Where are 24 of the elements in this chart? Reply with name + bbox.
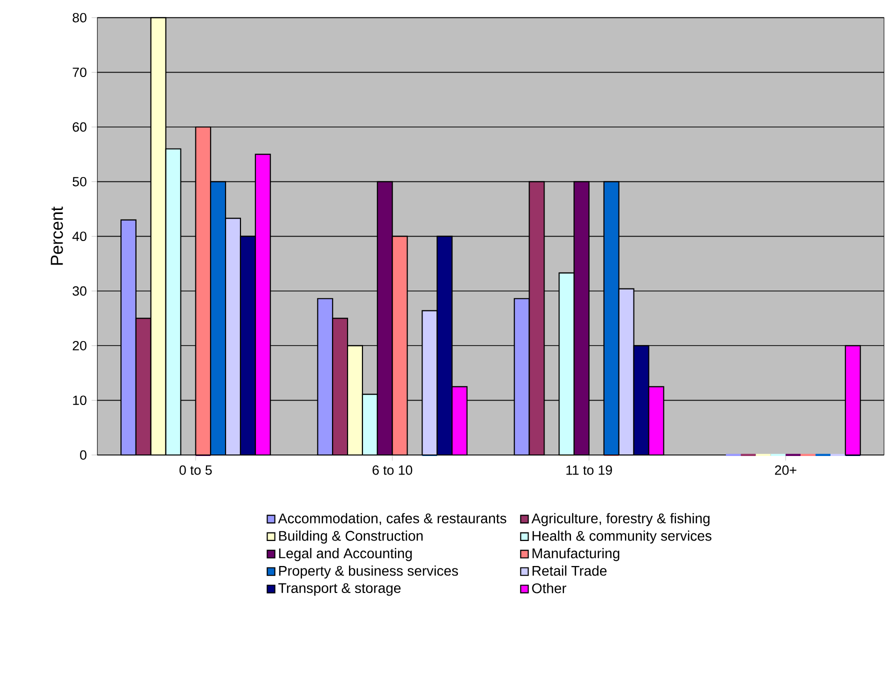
legend-label: Accommodation, cafes & restaurants: [278, 513, 506, 526]
legend-label: Building & Construction: [279, 530, 423, 544]
x-tick-label: 20+: [775, 465, 796, 475]
y-axis-title: Percent: [50, 206, 63, 265]
x-tick-label: 0 to 5: [180, 465, 212, 475]
y-tick-label: 70: [72, 68, 86, 78]
y-tick-label: 10: [73, 396, 86, 406]
y-tick-label: 0: [80, 450, 86, 460]
legend-label: Legal and Accounting: [279, 548, 412, 562]
legend-label: Property & business services: [279, 566, 458, 579]
legend-label: Health & community services: [532, 530, 712, 544]
legend-label: Agriculture, forestry & fishing: [531, 513, 710, 526]
legend-label: Manufacturing: [532, 548, 620, 562]
x-tick-label: 11 to 19: [566, 465, 612, 475]
legend-label: Transport & storage: [278, 583, 401, 596]
legend-label: Other: [532, 582, 566, 594]
y-tick-label: 80: [72, 12, 86, 22]
legend-label: Retail Trade: [532, 566, 607, 576]
y-tick-label: 30: [72, 286, 86, 296]
y-tick-label: 40: [72, 232, 86, 242]
y-tick-label: 60: [72, 122, 86, 132]
x-tick-label: 6 to 10: [372, 465, 412, 475]
y-tick-label: 50: [72, 176, 86, 186]
y-tick-label: 20: [72, 340, 86, 350]
